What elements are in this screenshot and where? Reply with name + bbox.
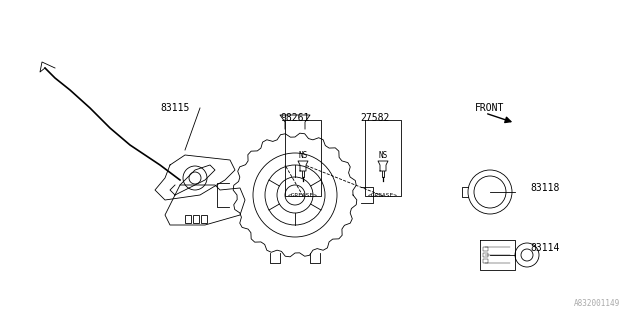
Text: 27582: 27582 xyxy=(360,113,390,123)
Bar xyxy=(193,215,199,223)
Text: A832001149: A832001149 xyxy=(573,299,620,308)
Text: <GREASE>: <GREASE> xyxy=(368,193,398,197)
Text: <GREASE>: <GREASE> xyxy=(288,193,318,197)
Text: 83118: 83118 xyxy=(530,183,559,193)
Text: NS: NS xyxy=(298,150,308,159)
Text: FRONT: FRONT xyxy=(476,103,505,113)
Text: 83114: 83114 xyxy=(530,243,559,253)
Bar xyxy=(483,259,488,263)
Text: 83115: 83115 xyxy=(160,103,189,113)
Text: 98261: 98261 xyxy=(280,113,310,123)
Bar xyxy=(483,253,488,257)
Bar xyxy=(483,247,488,251)
Text: NS: NS xyxy=(378,150,388,159)
Bar xyxy=(185,215,191,223)
Bar xyxy=(201,215,207,223)
